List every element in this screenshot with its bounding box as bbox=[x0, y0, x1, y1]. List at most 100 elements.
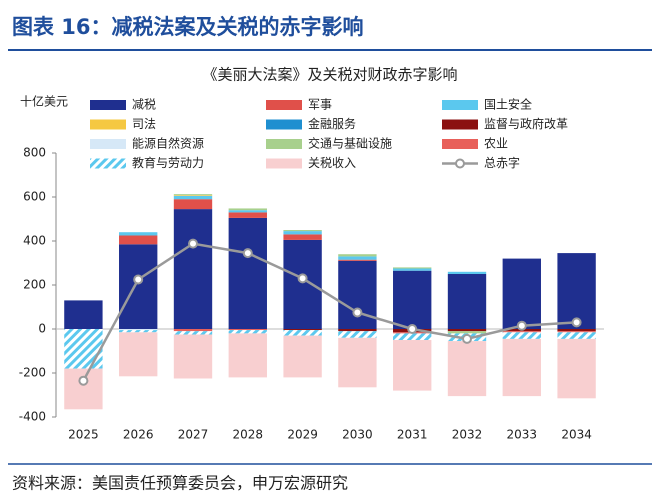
y-axis-label: 十亿美元 bbox=[20, 94, 68, 109]
legend-label: 交通与基础设施 bbox=[308, 136, 392, 151]
line-marker bbox=[571, 317, 582, 328]
legend-swatch bbox=[266, 100, 302, 110]
y-tick-label: 800 bbox=[23, 146, 46, 160]
bar-segment bbox=[447, 271, 487, 274]
x-tick-label: 2028 bbox=[233, 428, 264, 442]
bar-segment bbox=[119, 330, 158, 333]
x-tick-label: 2031 bbox=[397, 428, 428, 442]
bar-segment bbox=[393, 267, 432, 269]
bar-segment bbox=[283, 329, 322, 331]
bar-segment bbox=[228, 329, 267, 331]
bar-segment bbox=[447, 329, 487, 332]
legend-label: 减税 bbox=[132, 98, 156, 112]
legend-label: 金融服务 bbox=[308, 116, 356, 131]
line-marker bbox=[516, 320, 527, 331]
y-tick-label: -400 bbox=[19, 410, 46, 424]
bar-segment bbox=[338, 256, 377, 260]
bar-segment bbox=[557, 253, 596, 329]
bar-segment bbox=[447, 331, 487, 334]
bar-segment bbox=[173, 334, 213, 379]
x-tick-label: 2034 bbox=[561, 428, 592, 442]
y-tick-label: 400 bbox=[23, 234, 46, 248]
legend-swatch bbox=[90, 119, 126, 130]
legend-swatch bbox=[266, 139, 302, 149]
bar-segment bbox=[173, 329, 213, 332]
bar-segment bbox=[173, 209, 213, 329]
legend-swatch bbox=[266, 119, 302, 130]
y-tick-label: 0 bbox=[38, 322, 46, 336]
legend-label: 国土安全 bbox=[484, 97, 532, 112]
bar-segment bbox=[119, 232, 158, 236]
bar-segment bbox=[228, 217, 267, 329]
bar-segment bbox=[283, 335, 322, 378]
y-tick-label: 600 bbox=[23, 190, 46, 204]
bar-segment bbox=[393, 270, 432, 329]
line-marker bbox=[407, 324, 418, 334]
legend-swatch bbox=[442, 100, 478, 110]
bar-segment bbox=[228, 210, 267, 213]
bar-segment bbox=[228, 208, 267, 211]
bar-segment bbox=[173, 195, 213, 196]
bar-segment bbox=[173, 331, 213, 335]
bar-segment bbox=[283, 330, 322, 336]
legend-swatch bbox=[90, 100, 126, 110]
legend-swatch bbox=[442, 119, 478, 130]
bar-segment bbox=[173, 199, 213, 210]
bar-segment bbox=[447, 274, 487, 329]
bar-segment bbox=[228, 212, 267, 218]
bar-segment bbox=[283, 230, 322, 232]
bar-segment bbox=[502, 338, 541, 397]
source: 资料来源：美国责任预算委员会，申万宏源研究 bbox=[12, 474, 348, 493]
bar-segment bbox=[502, 332, 541, 339]
chart-title: 图表 16：减税法案及关税的赤字影响 bbox=[12, 15, 364, 39]
bar-segment bbox=[119, 244, 158, 329]
chart-subtitle: 《美丽大法案》及关税对财政赤字影响 bbox=[202, 66, 457, 84]
bar-segment bbox=[557, 332, 596, 339]
legend-label: 监督与政府改革 bbox=[484, 116, 568, 131]
line-marker bbox=[297, 273, 308, 284]
bar-segment bbox=[338, 329, 377, 332]
bar-segment bbox=[119, 332, 158, 377]
bar-segment bbox=[228, 333, 267, 378]
line-marker bbox=[133, 274, 144, 285]
bar-segment bbox=[393, 268, 432, 271]
line-marker bbox=[352, 307, 363, 318]
bar-segment bbox=[393, 333, 432, 340]
bar-segment bbox=[283, 231, 322, 235]
line-marker bbox=[462, 333, 472, 344]
bar-segment bbox=[393, 340, 432, 391]
bar-segment bbox=[502, 258, 541, 329]
legend-swatch bbox=[90, 158, 126, 169]
bar-segment bbox=[64, 368, 103, 410]
bar-segment bbox=[557, 331, 596, 333]
bar-segment bbox=[338, 254, 377, 257]
line-marker bbox=[242, 248, 253, 259]
x-tick-label: 2027 bbox=[178, 428, 209, 442]
bar-segment bbox=[502, 331, 541, 333]
bar-segment bbox=[447, 341, 487, 397]
bar-segment bbox=[338, 259, 377, 261]
x-tick-label: 2025 bbox=[68, 428, 99, 442]
x-tick-label: 2026 bbox=[123, 428, 154, 442]
legend-label: 司法 bbox=[132, 117, 156, 131]
bar-segment bbox=[338, 331, 377, 338]
legend-label: 农业 bbox=[484, 137, 508, 151]
y-tick-label: 200 bbox=[23, 278, 46, 292]
bar-segment bbox=[283, 239, 322, 329]
total-line bbox=[82, 242, 577, 382]
bar-segment bbox=[338, 260, 377, 329]
bar-segment bbox=[283, 234, 322, 240]
legend-label: 关税收入 bbox=[308, 156, 356, 170]
legend-swatch bbox=[266, 158, 302, 169]
legend-swatch bbox=[90, 139, 126, 149]
bar-segment bbox=[119, 235, 158, 245]
x-tick-label: 2032 bbox=[452, 428, 483, 442]
bar-segment bbox=[173, 194, 213, 196]
bar-segment bbox=[119, 329, 158, 331]
legend-label: 总赤字 bbox=[484, 155, 520, 170]
x-tick-label: 2033 bbox=[507, 428, 538, 442]
legend-marker bbox=[455, 158, 465, 169]
bar-segment bbox=[557, 338, 596, 399]
bar-segment bbox=[173, 195, 213, 200]
